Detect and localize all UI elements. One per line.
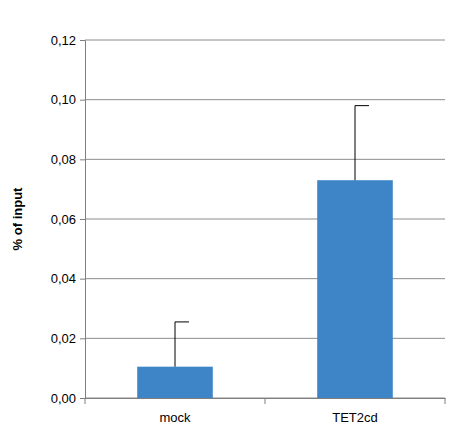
x-axis: mock TET2cd xyxy=(86,399,446,425)
y-tick: 0,00 xyxy=(51,391,85,406)
grid-line xyxy=(85,99,445,100)
y-axis-line xyxy=(80,41,86,399)
category-separator xyxy=(265,398,266,404)
y-tick-mark xyxy=(80,279,85,280)
y-tick-label: 0,10 xyxy=(51,92,76,107)
grid-line xyxy=(85,40,445,41)
y-tick: 0,04 xyxy=(51,271,85,286)
bar xyxy=(137,367,213,398)
y-tick-label: 0,06 xyxy=(51,212,76,227)
y-tick: 0,02 xyxy=(51,331,85,346)
y-tick-mark xyxy=(80,219,85,220)
y-tick: 0,06 xyxy=(51,212,85,227)
category-separator xyxy=(85,398,86,404)
plot-area xyxy=(137,106,393,398)
y-tick-label: 0,04 xyxy=(51,271,76,286)
y-tick-mark xyxy=(80,338,85,339)
y-tick-label: 0,02 xyxy=(51,331,76,346)
y-tick: 0,08 xyxy=(51,152,85,167)
y-axis-title: % of input xyxy=(10,187,25,250)
error-bar xyxy=(355,106,369,181)
error-bar-stem xyxy=(355,106,356,181)
y-tick-mark xyxy=(80,398,85,399)
x-tick: TET2cd xyxy=(332,410,378,425)
y-tick-mark xyxy=(80,159,85,160)
error-bar xyxy=(175,322,189,367)
category-separator xyxy=(445,398,446,404)
x-tick: mock xyxy=(159,410,191,425)
grid xyxy=(85,40,445,398)
error-bar-cap xyxy=(175,321,189,322)
error-bar-cap xyxy=(355,105,369,106)
y-tick-label: 0,08 xyxy=(51,152,76,167)
y-tick-mark xyxy=(80,100,85,101)
chart: 0,00 0,02 0,04 0,06 0,08 0,10 0,12 mock TET2cd % … xyxy=(0,0,470,440)
y-tick-label: 0,12 xyxy=(51,33,76,48)
grid-line xyxy=(85,159,445,160)
y-tick: 0,12 xyxy=(51,33,85,48)
x-tick-label: mock xyxy=(159,410,191,425)
bar xyxy=(317,180,393,398)
y-tick-mark xyxy=(80,40,85,41)
y-tick-label: 0,00 xyxy=(51,391,76,406)
y-tick: 0,10 xyxy=(51,92,85,107)
y-axis: 0,00 0,02 0,04 0,06 0,08 0,10 0,12 xyxy=(51,33,86,406)
x-tick-label: TET2cd xyxy=(332,410,378,425)
error-bar-stem xyxy=(175,322,176,367)
